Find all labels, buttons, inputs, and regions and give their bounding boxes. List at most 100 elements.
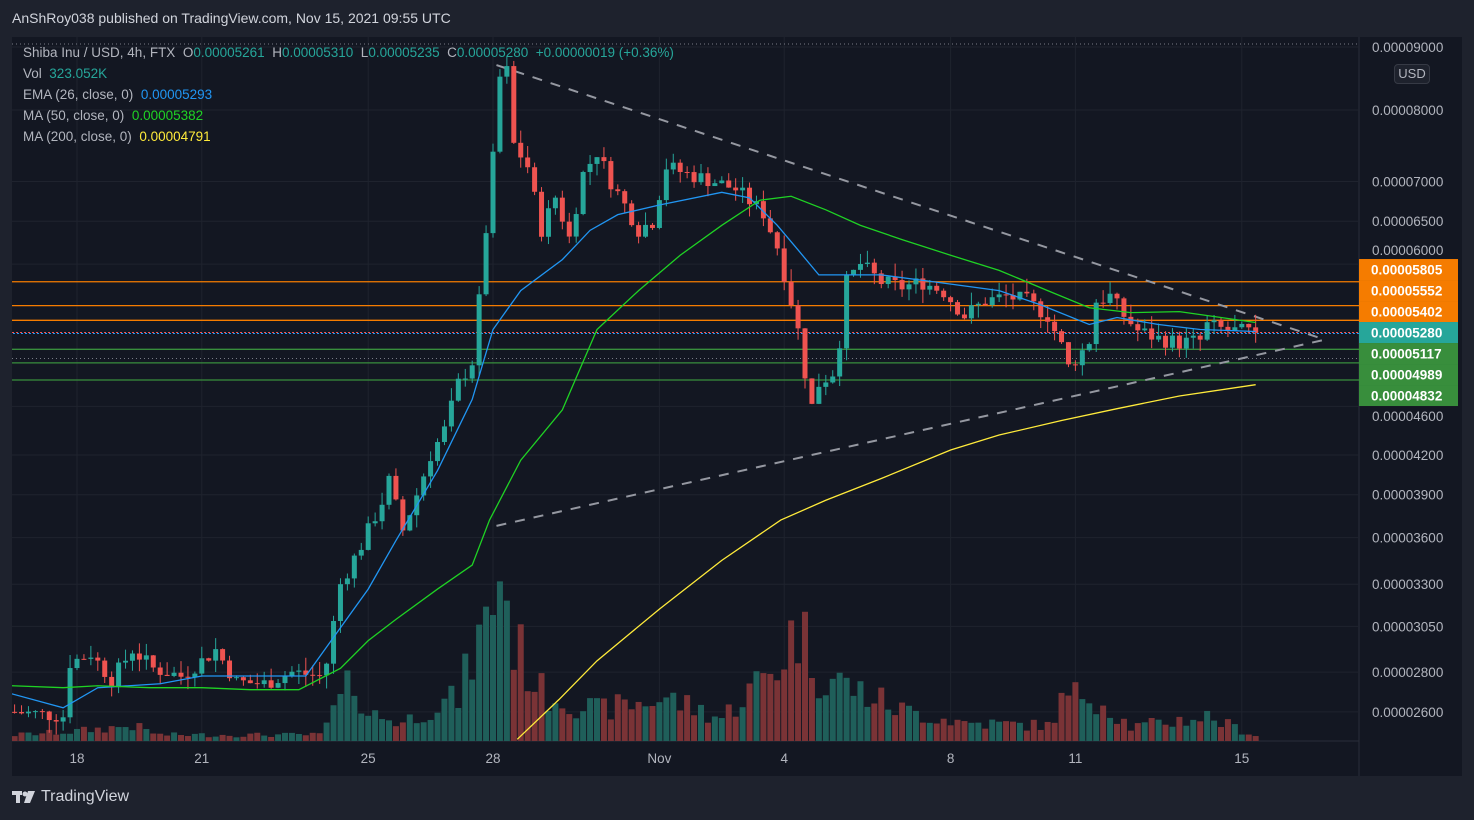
price-tick-label: 0.00003050: [1372, 619, 1443, 634]
ma50-legend[interactable]: MA (50, close, 0) 0.00005382: [23, 108, 203, 123]
candle: [185, 666, 191, 690]
candle-body: [171, 672, 177, 676]
candle-body: [1204, 322, 1210, 340]
candle-body: [698, 173, 704, 183]
triangle-lower-trendline[interactable]: [496, 338, 1326, 527]
volume-bar: [1162, 724, 1169, 741]
candle: [261, 671, 267, 688]
high-value: 0.00005310: [281, 45, 354, 60]
volume-bar: [157, 733, 164, 741]
candle: [1142, 319, 1148, 332]
candle: [74, 654, 80, 671]
volume-bar: [1134, 723, 1141, 741]
candle-body: [802, 328, 808, 379]
ema-26-line: [12, 191, 1256, 709]
volume-bar: [580, 711, 587, 741]
candle-body: [81, 658, 87, 660]
volume-bar: [531, 691, 538, 741]
ma200-legend[interactable]: MA (200, close, 0) 0.00004791: [23, 129, 211, 144]
candle: [705, 167, 711, 197]
volume-bar: [1086, 703, 1093, 741]
volume-legend[interactable]: Vol 323.052K: [23, 66, 107, 81]
candle-body: [116, 662, 122, 688]
candle: [1072, 360, 1078, 372]
candle-body: [649, 224, 655, 228]
symbol-name[interactable]: Shiba Inu / USD, 4h, FTX: [23, 45, 176, 60]
currency-badge[interactable]: USD: [1394, 64, 1430, 84]
candles: [12, 56, 1259, 735]
candle: [268, 668, 274, 689]
volume-bar: [795, 663, 802, 741]
candle: [566, 212, 572, 244]
volume-bar: [74, 728, 80, 741]
candle-body: [636, 225, 642, 237]
candle: [1239, 321, 1245, 329]
volume-bar: [46, 729, 53, 741]
tradingview-logo[interactable]: TradingView: [12, 788, 129, 806]
candle-body: [1197, 335, 1203, 340]
volume-bar: [198, 733, 205, 741]
candle-body: [220, 649, 226, 661]
candle: [39, 709, 45, 720]
candle: [594, 157, 600, 176]
candle: [303, 657, 309, 687]
candle: [102, 657, 108, 683]
time-tick-label: 11: [1068, 751, 1082, 766]
volume-bar: [282, 732, 288, 741]
candle: [19, 705, 25, 715]
candle-body: [1100, 302, 1106, 304]
candle-body: [622, 191, 628, 204]
candle-body: [601, 157, 607, 162]
candle: [830, 370, 836, 384]
ema-legend[interactable]: EMA (26, close, 0) 0.00005293: [23, 87, 212, 102]
candle-body: [143, 655, 149, 660]
volume-bar: [323, 722, 330, 741]
price-axis[interactable]: 0.00009000 0.00008000 0.00007000 0.00006500…: [1372, 40, 1443, 720]
candle-body: [594, 157, 600, 164]
time-axis[interactable]: 18 21 25 28 Nov 4 8 11 15: [69, 751, 1249, 766]
candle: [906, 280, 912, 301]
volume-bar: [226, 735, 233, 741]
volume-bar: [295, 733, 302, 741]
candle-body: [948, 297, 954, 303]
candle: [379, 492, 385, 530]
volume-bar: [60, 733, 67, 741]
volume-bar: [1003, 721, 1010, 741]
candle: [1100, 290, 1106, 308]
candle: [67, 654, 73, 724]
candle-body: [629, 203, 635, 226]
candle: [227, 655, 233, 682]
triangle-upper-trendline[interactable]: [496, 64, 1326, 341]
triangle-trendlines[interactable]: [496, 64, 1326, 527]
volume-bar: [344, 670, 351, 741]
candle: [934, 282, 940, 294]
candle-body: [788, 281, 794, 306]
volume-bar: [656, 702, 663, 741]
candle: [1052, 314, 1058, 341]
volume-bar: [933, 723, 940, 741]
volume-bar: [614, 694, 621, 741]
volume-bar: [254, 732, 261, 741]
volume-bar: [926, 722, 933, 741]
volume-bar: [1183, 725, 1190, 741]
volume-bar: [337, 694, 344, 741]
volume-bar: [115, 727, 122, 741]
candle: [1114, 292, 1120, 310]
candle-body: [12, 711, 18, 713]
volume-bar: [448, 685, 455, 741]
volume-bar: [663, 697, 670, 741]
volume-bar: [1093, 714, 1100, 741]
candle: [684, 166, 690, 179]
candle-body: [123, 660, 129, 663]
candle-body: [656, 200, 662, 228]
candle: [455, 373, 461, 402]
candle: [386, 473, 392, 510]
candle: [1169, 328, 1175, 352]
support-label-box: [1359, 364, 1458, 386]
low-value: 0.00005235: [368, 45, 440, 60]
candle-body: [282, 676, 288, 684]
candle: [365, 516, 371, 551]
price-tick-label: 0.00006000: [1372, 243, 1443, 258]
volume-bar: [129, 730, 136, 741]
